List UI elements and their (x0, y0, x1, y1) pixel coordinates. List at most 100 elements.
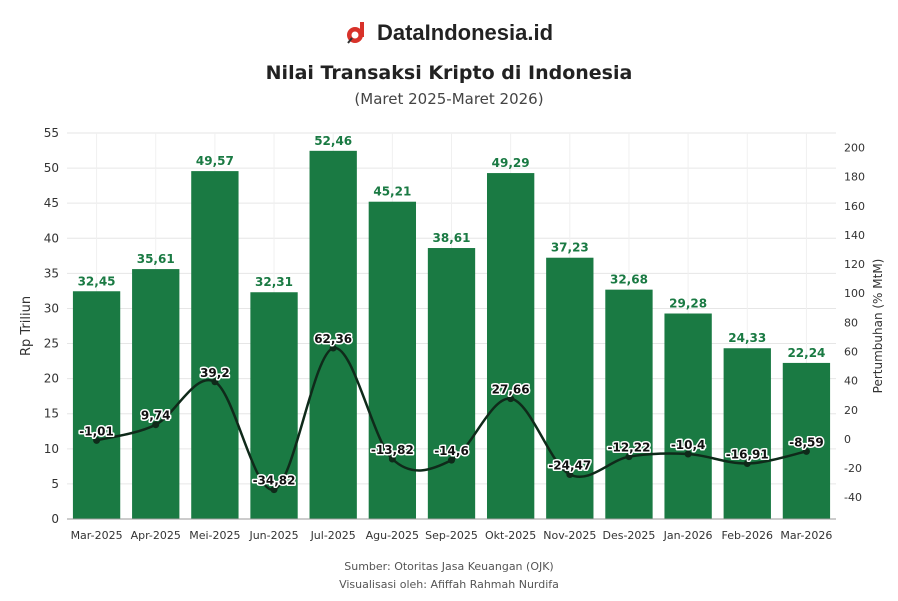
bar-value-label: 24,33 (728, 331, 766, 345)
bar (250, 292, 298, 519)
growth-value-label: 9,74 (141, 409, 171, 423)
growth-point (270, 486, 278, 494)
bar (605, 289, 653, 519)
growth-value-label: -34,82 (253, 474, 296, 488)
growth-value-label: -14,6 (434, 444, 469, 458)
y2-tick-label: 0 (844, 433, 851, 446)
growth-value-label: -13,82 (371, 443, 414, 457)
brand-name: DataIndonesia.id (376, 20, 554, 45)
growth-point (743, 460, 751, 468)
y2-tick-label: 60 (844, 345, 858, 358)
y-tick-label: 35 (44, 266, 59, 280)
bar-value-label: 52,46 (314, 134, 352, 148)
growth-value-label: -10,4 (671, 438, 706, 452)
growth-point (448, 456, 455, 464)
bar (309, 150, 357, 520)
x-tick-label: Okt-2025 (485, 529, 536, 542)
x-tick-label: Des-2025 (602, 529, 655, 542)
bar (132, 269, 180, 519)
x-tick-label: Mar-2026 (780, 529, 832, 542)
x-tick-label: Jun-2025 (248, 529, 298, 542)
bar-value-label: 29,28 (669, 297, 707, 311)
growth-value-label: -12,22 (607, 441, 650, 455)
y-tick-label: 5 (51, 477, 59, 491)
y2-axis-title: Pertumbuhan (% MtM) (871, 259, 885, 394)
growth-value-label: 39,2 (200, 366, 230, 380)
growth-point (152, 421, 160, 429)
bar-value-label: 38,61 (433, 231, 471, 245)
bar-value-label: 32,31 (255, 275, 293, 289)
bar (72, 291, 121, 519)
bar (723, 348, 771, 519)
y2-tick-label: 160 (844, 200, 865, 213)
y2-tick-label: 20 (844, 404, 858, 417)
chart-subtitle: (Maret 2025-Maret 2026) (354, 90, 544, 108)
bar (546, 257, 594, 519)
growth-point (566, 471, 574, 479)
y2-tick-label: 120 (844, 258, 865, 271)
bar-value-label: 37,23 (551, 241, 589, 255)
y-tick-label: 40 (44, 231, 59, 245)
y2-tick-label: -40 (844, 491, 862, 504)
x-tick-label: Nov-2025 (543, 529, 596, 542)
bar-value-label: 49,57 (196, 154, 234, 168)
bar-value-label: 32,45 (78, 274, 116, 288)
y-tick-label: 15 (44, 407, 59, 421)
x-tick-label: Agu-2025 (366, 529, 419, 542)
bar-value-label: 32,68 (610, 273, 648, 287)
y2-tick-label: 40 (844, 375, 858, 388)
x-tick-label: Feb-2026 (722, 529, 773, 542)
bar-value-label: 35,61 (137, 252, 175, 266)
bar (368, 201, 417, 519)
growth-value-label: -1,01 (79, 424, 114, 438)
y-tick-label: 0 (51, 512, 59, 526)
brand-header: DataIndonesia.id (0, 20, 898, 49)
y2-tick-label: -20 (844, 462, 862, 475)
y-tick-label: 30 (44, 301, 59, 315)
bar-value-label: 45,21 (373, 185, 411, 199)
y2-tick-label: 200 (844, 142, 865, 155)
y2-tick-label: 180 (844, 171, 865, 184)
x-tick-label: Jan-2026 (663, 529, 713, 542)
growth-point (684, 450, 692, 458)
x-tick-label: Sep-2025 (425, 529, 478, 542)
x-tick-label: Apr-2025 (131, 529, 181, 542)
chart-title: Nilai Transaksi Kripto di Indonesia (265, 62, 633, 84)
bar (191, 171, 239, 519)
bar-value-label: 49,29 (492, 156, 530, 170)
y2-tick-label: 140 (844, 229, 865, 242)
x-tick-label: Mar-2025 (71, 529, 123, 542)
y-tick-label: 20 (44, 372, 59, 386)
growth-point (507, 395, 515, 403)
y-axis-title: Rp Triliun (19, 296, 34, 356)
growth-value-label: 62,36 (314, 332, 352, 346)
growth-value-label: -24,47 (548, 459, 591, 473)
bar (427, 248, 476, 519)
growth-line (96, 346, 807, 491)
growth-point (802, 447, 810, 455)
growth-value-label: 27,66 (492, 383, 530, 397)
growth-value-label: -8,59 (789, 435, 824, 449)
y-tick-label: 45 (44, 196, 59, 210)
x-tick-label: Jul-2025 (310, 529, 356, 542)
growth-point (625, 453, 633, 461)
source-note: Sumber: Otoritas Jasa Keuangan (OJK) (344, 560, 554, 573)
growth-value-label: -16,91 (726, 448, 769, 462)
y-tick-label: 50 (44, 161, 59, 175)
y2-tick-label: 100 (844, 287, 865, 300)
growth-point (388, 455, 396, 463)
growth-point (93, 436, 101, 444)
bar (782, 362, 831, 519)
bar (486, 173, 535, 519)
growth-point (211, 378, 219, 386)
bar (664, 313, 712, 519)
dataindonesia-logo-icon (346, 22, 364, 44)
y-tick-label: 10 (44, 442, 59, 456)
y2-tick-label: 80 (844, 316, 858, 329)
y-tick-label: 55 (44, 126, 59, 140)
bar-value-label: 22,24 (787, 346, 825, 360)
x-tick-label: Mei-2025 (189, 529, 240, 542)
y-tick-label: 25 (44, 337, 59, 351)
visualized-by-note: Visualisasi oleh: Afiffah Rahmah Nurdifa (339, 578, 559, 591)
